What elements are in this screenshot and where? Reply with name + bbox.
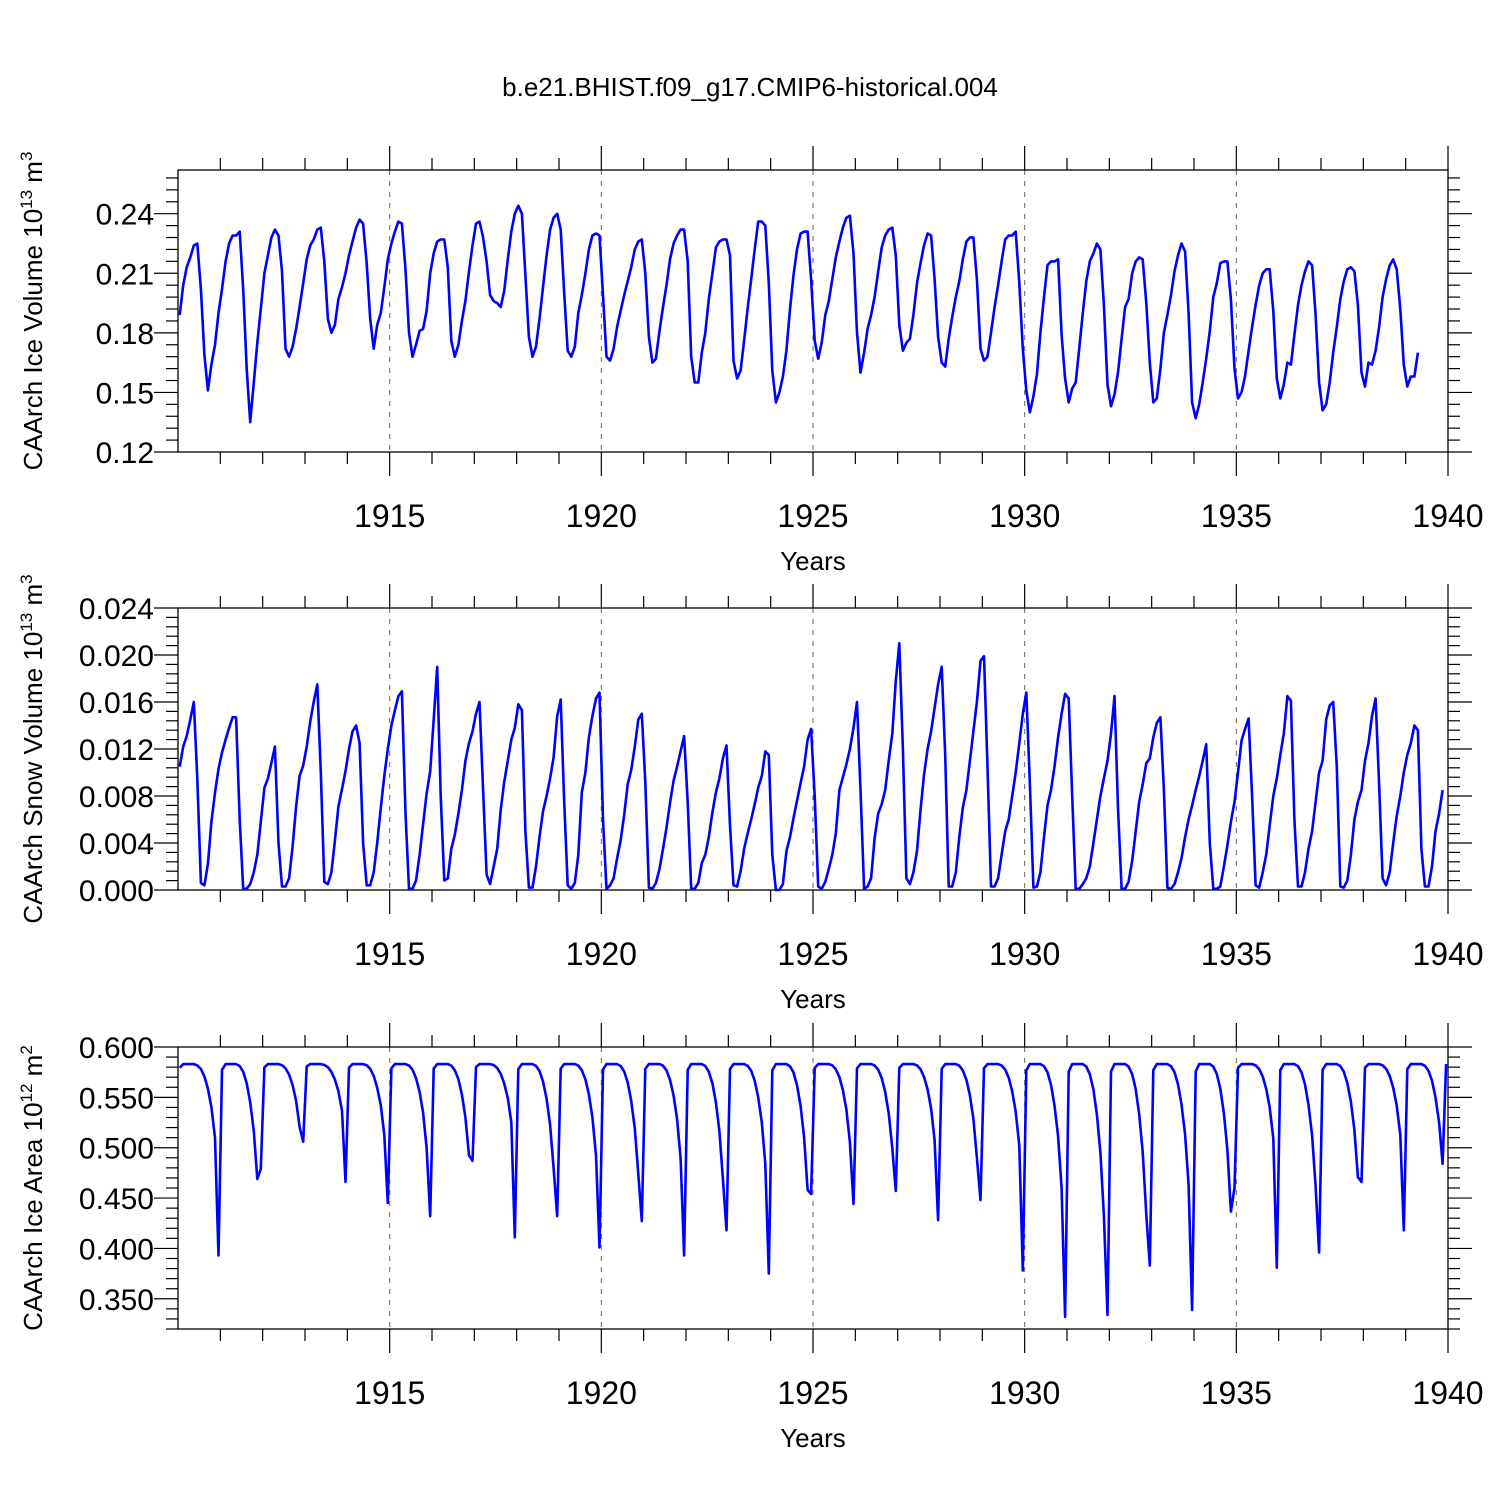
- y-tick-label: 0.016: [79, 687, 154, 720]
- x-tick-label: 1930: [989, 1375, 1060, 1411]
- x-tick-label: 1915: [354, 1375, 425, 1411]
- y-axis-title: CAArch Snow Volume 1013 m3: [17, 574, 48, 923]
- figure-title: b.e21.BHIST.f09_g17.CMIP6-historical.004: [502, 72, 998, 102]
- x-tick-label: 1935: [1201, 498, 1272, 534]
- y-tick-label: 0.400: [79, 1233, 154, 1266]
- x-tick-label: 1935: [1201, 1375, 1272, 1411]
- y-tick-label: 0.24: [96, 199, 154, 232]
- y-tick-label: 0.004: [79, 828, 154, 861]
- series-line: [178, 1062, 1448, 1319]
- x-tick-label: 1940: [1412, 936, 1483, 972]
- x-tick-label: 1920: [566, 1375, 637, 1411]
- x-axis-title: Years: [780, 1423, 846, 1453]
- y-tick-label: 0.350: [79, 1284, 154, 1317]
- y-tick-label: 0.15: [96, 377, 154, 410]
- chart-panel-2: 1915 1920 1925 1930 1935 1940 Years 0.000 0.004 0…: [17, 574, 1484, 1014]
- x-tick-label: 1920: [566, 498, 637, 534]
- x-axis-title: Years: [780, 984, 846, 1014]
- x-tick-label: 1925: [777, 498, 848, 534]
- y-axis-title: CAArch Ice Area 1012 m2: [17, 1045, 48, 1331]
- x-tick-label: 1925: [777, 936, 848, 972]
- y-tick-label: 0.000: [79, 875, 154, 908]
- x-tick-label: 1940: [1412, 1375, 1483, 1411]
- y-tick-label: 0.450: [79, 1183, 154, 1216]
- x-tick-label: 1935: [1201, 936, 1272, 972]
- y-tick-label: 0.12: [96, 437, 154, 470]
- y-tick-label: 0.500: [79, 1133, 154, 1166]
- x-tick-label: 1915: [354, 498, 425, 534]
- y-axis-title: CAArch Ice Volume 1013 m3: [17, 152, 48, 471]
- y-tick-label: 0.21: [96, 258, 154, 291]
- series-line: [178, 204, 1420, 424]
- x-axis-title: Years: [780, 546, 846, 576]
- x-tick-label: 1930: [989, 498, 1060, 534]
- y-tick-label: 0.008: [79, 781, 154, 814]
- series-line: [178, 642, 1444, 892]
- chart-panel-1: 1915 1920 1925 1930 1935 1940 Years 0.12 0.15 0.1…: [17, 146, 1484, 576]
- chart-panel-3: 1915 1920 1925 1930 1935 1940 Years 0.350 0.400 0…: [17, 1023, 1484, 1453]
- x-tick-label: 1925: [777, 1375, 848, 1411]
- x-tick-label: 1930: [989, 936, 1060, 972]
- y-tick-label: 0.012: [79, 734, 154, 767]
- x-tick-label: 1920: [566, 936, 637, 972]
- x-tick-label: 1915: [354, 936, 425, 972]
- y-tick-label: 0.18: [96, 318, 154, 351]
- y-tick-label: 0.550: [79, 1082, 154, 1115]
- y-tick-label: 0.600: [79, 1032, 154, 1065]
- y-tick-label: 0.020: [79, 640, 154, 673]
- x-tick-label: 1940: [1412, 498, 1483, 534]
- y-tick-label: 0.024: [79, 593, 154, 626]
